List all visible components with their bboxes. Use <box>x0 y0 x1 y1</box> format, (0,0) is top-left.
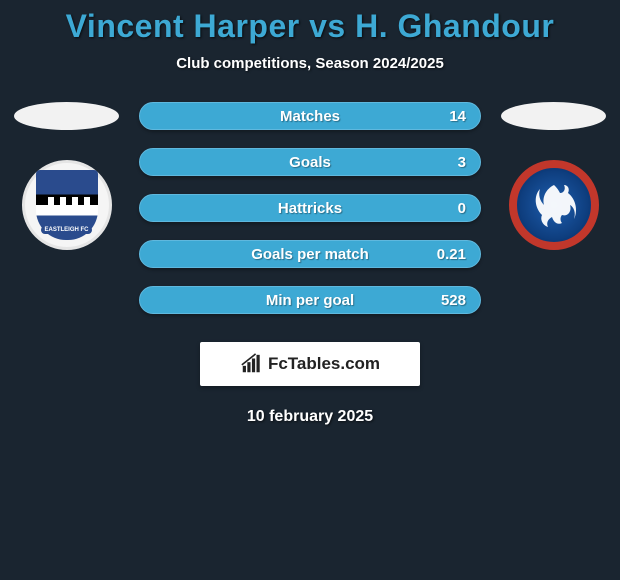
phoenix-icon <box>528 179 580 231</box>
stat-value: 0 <box>458 200 466 217</box>
stat-value: 14 <box>449 108 466 125</box>
stat-pill: Goals per match 0.21 <box>139 240 481 268</box>
main-row: EASTLEIGH FC Matches 14 Goals 3 Hattricks 0 Go… <box>0 102 620 314</box>
subtitle: Club competitions, Season 2024/2025 <box>0 55 620 72</box>
right-team-crest <box>509 160 599 250</box>
comparison-card: Vincent Harper vs H. Ghandour Club compe… <box>0 0 620 426</box>
brand-badge[interactable]: FcTables.com <box>200 342 420 386</box>
stat-label: Goals <box>289 154 331 171</box>
stat-value: 528 <box>441 292 466 309</box>
stats-column: Matches 14 Goals 3 Hattricks 0 Goals per match… <box>139 102 481 314</box>
right-ball-icon <box>501 102 606 130</box>
left-crest-label: EASTLEIGH FC <box>41 226 91 234</box>
shield-icon: EASTLEIGH FC <box>36 170 98 240</box>
stat-label: Min per goal <box>266 292 354 309</box>
right-column <box>501 102 606 250</box>
stat-label: Hattricks <box>278 200 342 217</box>
page-title: Vincent Harper vs H. Ghandour <box>0 8 620 45</box>
stat-value: 3 <box>458 154 466 171</box>
stat-label: Matches <box>280 108 340 125</box>
stat-value: 0.21 <box>437 246 466 263</box>
stat-label: Goals per match <box>251 246 369 263</box>
left-column: EASTLEIGH FC <box>14 102 119 250</box>
date-label: 10 february 2025 <box>0 408 620 426</box>
stat-pill: Matches 14 <box>139 102 481 130</box>
stat-pill: Goals 3 <box>139 148 481 176</box>
stat-pill: Hattricks 0 <box>139 194 481 222</box>
bar-chart-icon <box>240 353 262 375</box>
stat-pill: Min per goal 528 <box>139 286 481 314</box>
brand-text: FcTables.com <box>268 354 380 374</box>
left-team-crest: EASTLEIGH FC <box>22 160 112 250</box>
left-ball-icon <box>14 102 119 130</box>
